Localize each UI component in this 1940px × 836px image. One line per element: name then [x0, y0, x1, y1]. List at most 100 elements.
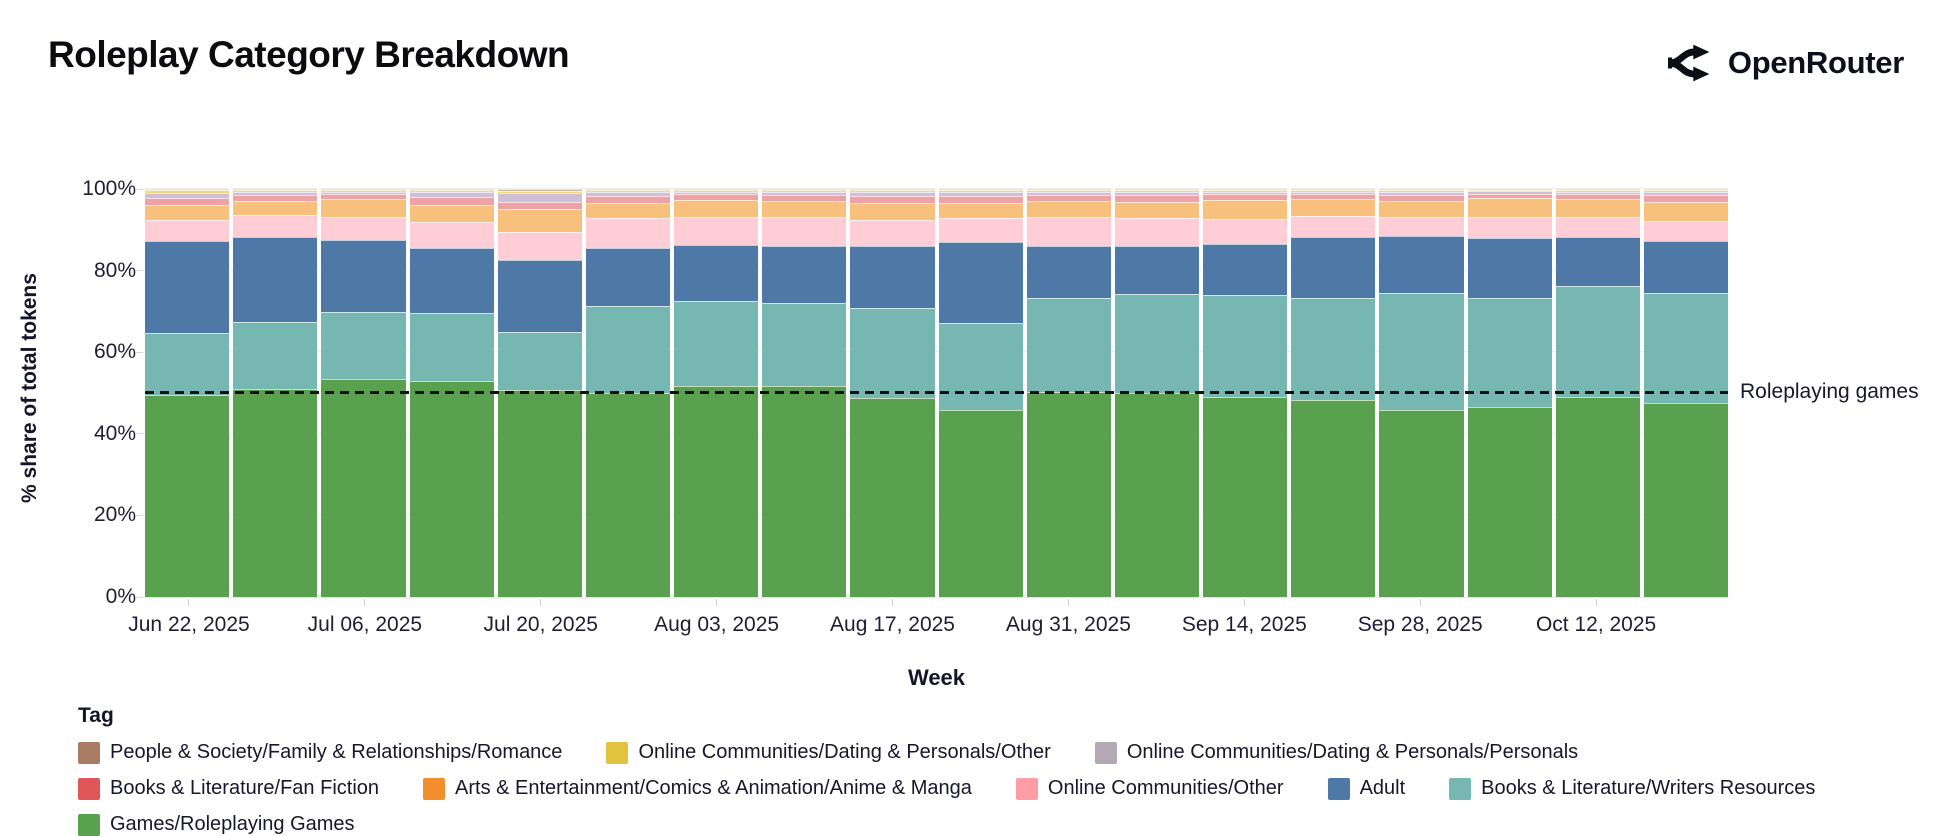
segment[interactable] [497, 260, 582, 332]
segment[interactable] [233, 321, 318, 389]
segment[interactable] [1643, 189, 1729, 192]
bar-week-sep-07-2025[interactable] [1114, 189, 1200, 597]
segment[interactable] [1114, 189, 1200, 191]
segment[interactable] [497, 231, 582, 261]
segment[interactable] [321, 240, 406, 312]
segment[interactable] [1555, 237, 1640, 287]
segment[interactable] [1291, 193, 1376, 200]
segment[interactable] [1643, 191, 1729, 196]
legend-item[interactable]: Online Communities/Other [1015, 777, 1284, 800]
segment[interactable] [233, 388, 318, 597]
segment[interactable] [938, 202, 1023, 219]
segment[interactable] [585, 196, 671, 204]
segment[interactable] [1379, 293, 1464, 411]
segment[interactable] [1114, 218, 1200, 247]
bar-week-aug-31-2025[interactable] [1026, 189, 1111, 597]
segment[interactable] [674, 189, 759, 192]
legend-item[interactable]: Adult [1327, 777, 1405, 800]
segment[interactable] [585, 203, 671, 219]
segment[interactable] [1467, 189, 1552, 190]
segment[interactable] [1379, 200, 1464, 217]
segment[interactable] [938, 192, 1023, 196]
segment[interactable] [1026, 194, 1111, 201]
segment[interactable] [850, 190, 935, 193]
segment[interactable] [1203, 244, 1288, 296]
segment[interactable] [409, 204, 494, 223]
segment[interactable] [674, 191, 759, 195]
segment[interactable] [1643, 189, 1729, 190]
segment[interactable] [1467, 297, 1552, 408]
segment[interactable] [1291, 189, 1376, 192]
segment[interactable] [674, 194, 759, 201]
segment[interactable] [1379, 410, 1464, 597]
segment[interactable] [1114, 192, 1200, 196]
segment[interactable] [674, 300, 759, 387]
segment[interactable] [1467, 407, 1552, 597]
segment[interactable] [938, 189, 1023, 191]
segment[interactable] [1467, 217, 1552, 239]
segment[interactable] [1467, 238, 1552, 298]
segment[interactable] [938, 322, 1023, 411]
segment[interactable] [321, 217, 406, 241]
segment[interactable] [1026, 246, 1111, 298]
segment[interactable] [1203, 295, 1288, 397]
legend-item[interactable]: Arts & Entertainment/Comics & Animation/… [423, 777, 972, 800]
segment[interactable] [497, 190, 582, 194]
segment[interactable] [145, 332, 230, 396]
bar-week-jul-06-2025[interactable] [321, 189, 406, 597]
segment[interactable] [850, 189, 935, 191]
segment[interactable] [1467, 198, 1552, 218]
segment[interactable] [585, 192, 671, 197]
segment[interactable] [762, 386, 847, 597]
bar-week-oct-19-2025[interactable] [1643, 189, 1729, 597]
segment[interactable] [1555, 217, 1640, 238]
segment[interactable] [1467, 189, 1552, 192]
legend-item[interactable]: Books & Literature/Fan Fiction [78, 777, 379, 800]
segment[interactable] [409, 248, 494, 313]
bar-week-jul-13-2025[interactable] [409, 189, 494, 597]
segment[interactable] [1643, 292, 1729, 403]
bar-week-jul-27-2025[interactable] [585, 189, 671, 597]
segment[interactable] [1026, 192, 1111, 195]
bar-week-sep-14-2025[interactable] [1203, 189, 1288, 597]
segment[interactable] [938, 218, 1023, 242]
segment[interactable] [1026, 190, 1111, 193]
segment[interactable] [1555, 199, 1640, 218]
segment[interactable] [1379, 189, 1464, 190]
segment[interactable] [233, 189, 318, 192]
bar-week-jun-29-2025[interactable] [233, 189, 318, 597]
bar-week-aug-10-2025[interactable] [762, 189, 847, 597]
segment[interactable] [762, 189, 847, 192]
segment[interactable] [321, 379, 406, 597]
segment[interactable] [762, 194, 847, 201]
segment[interactable] [1643, 202, 1729, 221]
segment[interactable] [1203, 189, 1288, 190]
segment[interactable] [674, 244, 759, 301]
segment[interactable] [409, 190, 494, 193]
segment[interactable] [1379, 189, 1464, 192]
segment[interactable] [1026, 297, 1111, 392]
segment[interactable] [850, 220, 935, 247]
segment[interactable] [145, 190, 230, 194]
segment[interactable] [409, 222, 494, 249]
segment[interactable] [497, 189, 582, 191]
segment[interactable] [1555, 191, 1640, 194]
segment[interactable] [585, 218, 671, 249]
segment[interactable] [938, 241, 1023, 323]
legend-item[interactable]: Online Communities/Dating & Personals/Pe… [1094, 741, 1578, 764]
bar-week-oct-12-2025[interactable] [1555, 189, 1640, 597]
segment[interactable] [762, 200, 847, 218]
segment[interactable] [1643, 240, 1729, 293]
segment[interactable] [1026, 217, 1111, 247]
segment[interactable] [1555, 396, 1640, 597]
segment[interactable] [145, 395, 230, 597]
segment[interactable] [1555, 193, 1640, 200]
segment[interactable] [762, 246, 847, 303]
segment[interactable] [1555, 189, 1640, 192]
segment[interactable] [1203, 219, 1288, 245]
segment[interactable] [1643, 195, 1729, 203]
segment[interactable] [1379, 194, 1464, 201]
bar-week-jul-20-2025[interactable] [497, 189, 582, 597]
segment[interactable] [321, 199, 406, 218]
segment[interactable] [321, 311, 406, 380]
